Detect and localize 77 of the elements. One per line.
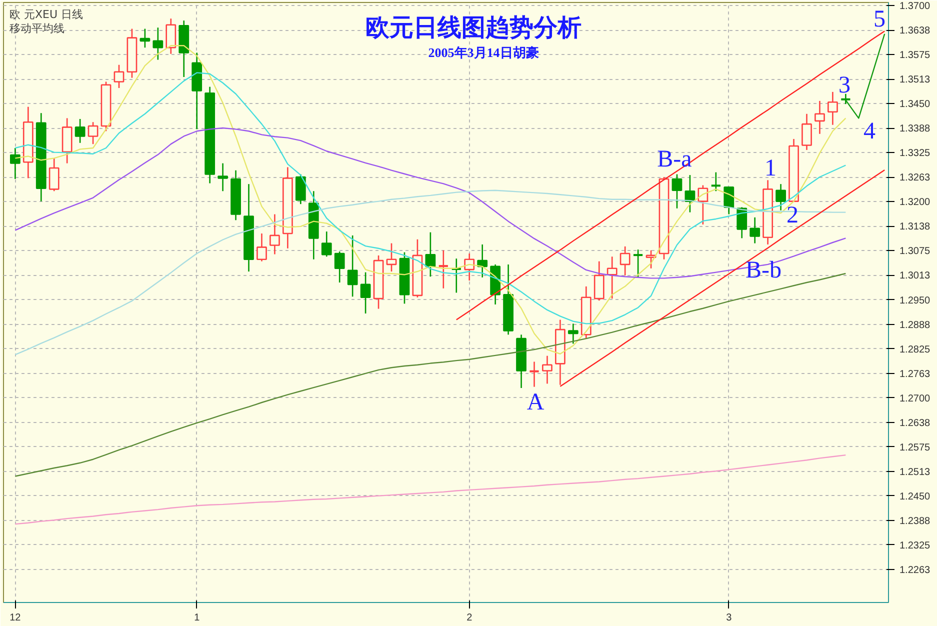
candlestick [594, 260, 604, 302]
y-tick-label: 1.3513 [900, 74, 931, 86]
candlestick [360, 272, 371, 314]
line-series [14, 127, 846, 279]
candlestick [814, 100, 825, 135]
candlestick [425, 232, 436, 278]
candlestick [555, 319, 566, 386]
text: 2005年3月14日胡豪 [428, 45, 539, 60]
x-tick-label: 12 [10, 612, 22, 624]
y-tick-label: 1.3700 [900, 1, 931, 12]
candlestick [204, 86, 216, 184]
y-tick-label: 1.2825 [900, 344, 931, 356]
candlestick [568, 323, 578, 344]
y-tick-label: 1.3075 [900, 246, 931, 258]
candlestick [282, 166, 293, 250]
y-tick-label: 1.2325 [900, 540, 931, 552]
annotation: 移动平均线 [10, 22, 64, 35]
candlestick [152, 26, 164, 60]
candlestick [256, 232, 267, 262]
annotation: 1 [764, 156, 776, 182]
candlestick [178, 20, 190, 78]
y-tick-label: 1.2763 [900, 368, 931, 380]
x-tick-label: 3 [726, 612, 732, 624]
candlestick [230, 170, 241, 221]
candlestick [308, 190, 319, 260]
candlestick [36, 112, 46, 202]
y-tick-label: 1.3200 [900, 197, 931, 208]
y-tick-label: 1.2950 [900, 295, 931, 306]
y-tick-label: 1.2263 [900, 564, 931, 576]
annotation: A [526, 390, 545, 416]
x-tick-label: 1 [194, 612, 200, 624]
y-tick-label: 1.2700 [900, 393, 931, 404]
candlestick [450, 258, 462, 294]
y-tick-label: 1.3638 [900, 26, 931, 37]
candlestick [828, 91, 838, 126]
y-tick-label: 1.3325 [900, 148, 931, 160]
candlestick [528, 361, 540, 388]
annotation: B-b [746, 258, 782, 284]
candlestick [762, 179, 774, 246]
candlestick [776, 183, 786, 211]
annotation: 4 [864, 118, 876, 144]
y-tick-label: 1.2888 [900, 320, 931, 331]
y-tick-label: 1.2450 [900, 491, 931, 502]
candlestick [218, 162, 228, 192]
y-tick-label: 1.3013 [900, 270, 931, 282]
candlestick [802, 113, 812, 151]
y-tick-label: 1.3450 [900, 99, 931, 110]
annotation: 欧 元XEU 日线 [10, 8, 84, 21]
annotation: B-a [657, 146, 692, 172]
y-tick-label: 1.2575 [900, 442, 931, 454]
x-tick-label: 2 [466, 612, 473, 624]
candlestick [166, 18, 176, 55]
candlestick [22, 106, 34, 179]
candlestick [464, 252, 475, 282]
y-tick-label: 1.3263 [900, 172, 931, 184]
candlestick [192, 52, 202, 130]
annotation: 2 [786, 202, 798, 228]
candlestick [10, 147, 20, 180]
candlestick [516, 334, 526, 389]
candlestick [542, 355, 552, 384]
line-series [14, 454, 846, 525]
candlestick [270, 214, 280, 255]
y-tick-label: 1.2513 [900, 466, 931, 478]
text: 欧元日线图趋势分析 [366, 14, 582, 42]
y-tick-label: 1.2388 [900, 516, 931, 527]
candlestick [606, 256, 618, 300]
candlestick [750, 216, 760, 244]
y-tick-label: 1.2638 [900, 418, 931, 429]
y-tick-label: 1.3575 [900, 50, 931, 62]
y-tick-label: 1.3138 [900, 222, 931, 233]
candlestick [347, 234, 358, 298]
y-tick-label: 1.3388 [900, 124, 931, 135]
candlestick [438, 250, 449, 290]
annotation: 5 [874, 6, 886, 32]
annotation: 3 [838, 72, 850, 98]
candlestick [503, 264, 514, 336]
candlestick [244, 183, 254, 272]
